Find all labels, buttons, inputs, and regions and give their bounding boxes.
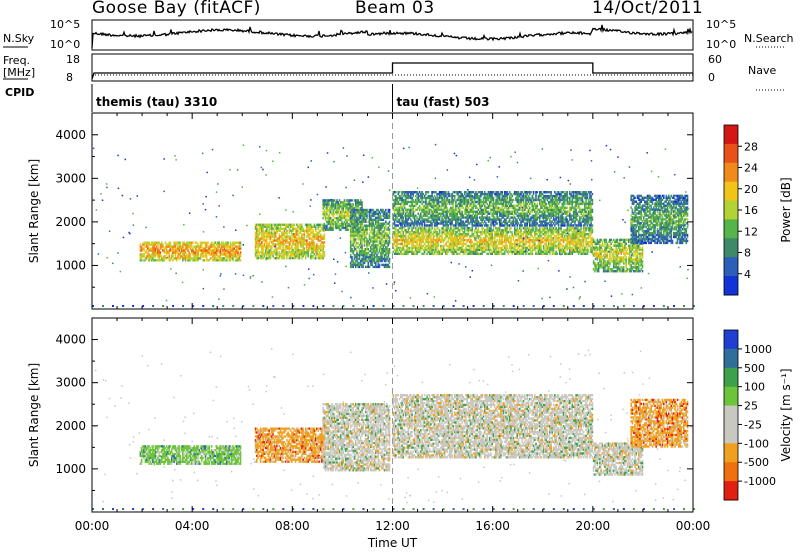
range-gate-cell [355, 213, 357, 215]
range-gate-cell [506, 245, 508, 247]
range-gate-cell [425, 227, 427, 229]
range-gate-cell [471, 227, 473, 229]
range-gate-cell [510, 227, 512, 229]
freq-trace [92, 63, 693, 79]
freq-tick-low: 8 [66, 71, 73, 84]
range-gate-cell [380, 215, 382, 217]
range-gate-cell [324, 233, 326, 235]
range-gate-cell [324, 251, 326, 253]
range-gate-cell [361, 201, 363, 203]
range-gate-cell [431, 227, 433, 229]
range-gate-cell [511, 231, 513, 233]
nave-tick-low: 0 [708, 71, 715, 84]
range-gate-cell [493, 227, 495, 229]
cpid-mode-1: tau (fast) 503 [397, 95, 490, 109]
noise-left-tick-high: 10^5 [50, 18, 80, 31]
range-gate-cell [324, 245, 326, 247]
range-gate-cell [588, 249, 590, 251]
range-gate-cell [355, 238, 357, 240]
range-gate-cell [557, 253, 559, 255]
range-gate-cell [170, 242, 172, 244]
range-gate-cell [389, 225, 391, 227]
range-gate-cell [533, 227, 535, 229]
range-gate-cell [162, 243, 164, 245]
range-gate-cell [240, 259, 242, 261]
range-gate-cell [464, 227, 466, 229]
range-gate-cell [520, 227, 522, 229]
range-gate-cell [592, 227, 594, 229]
range-gate-cell [409, 247, 411, 249]
noise-trace [92, 25, 692, 48]
noise-right-tick-low: 10^0 [706, 38, 736, 51]
range-gate-cell [560, 227, 562, 229]
range-gate-cell [192, 242, 194, 244]
range-gate-cell [304, 247, 306, 249]
range-gate-cell [539, 227, 541, 229]
range-gate-cell [428, 191, 430, 193]
range-gate-cell [312, 230, 314, 232]
range-gate-cell [207, 242, 209, 244]
range-gate-cell [395, 191, 397, 193]
noise-panel: 10^5 10^0 10^5 10^0 [3, 18, 786, 51]
cpid-mode-0: themis (tau) 3310 [96, 95, 217, 109]
range-gate-cell [271, 224, 273, 226]
range-gate-cell [320, 224, 322, 226]
range-gate-cell [389, 228, 391, 230]
range-gate-cell [461, 211, 463, 213]
range-gate-cell [351, 256, 353, 258]
range-gate-cell [203, 259, 205, 261]
range-gate-cell [352, 203, 354, 205]
range-gate-cell [294, 224, 296, 226]
range-gate-cell [227, 242, 229, 244]
range-gate-cell [180, 242, 182, 244]
range-gate-cell [324, 241, 326, 243]
noise-frame [92, 20, 693, 50]
nave-tick-high: 60 [708, 53, 722, 66]
range-gate-cell [385, 209, 387, 211]
range-gate-cell [399, 191, 401, 193]
range-gate-cell [409, 227, 411, 229]
range-gate-cell [240, 242, 242, 244]
cpid-panel: themis (tau) 3310 tau (fast) 503 [92, 84, 489, 112]
range-gate-cell [454, 195, 456, 197]
range-gate-cell [389, 248, 391, 250]
range-gate-cell [389, 266, 391, 268]
freq-panel: 18 8 60 0 [3, 53, 786, 90]
range-gate-cell [580, 227, 582, 229]
freq-tick-high: 18 [66, 53, 80, 66]
range-gate-cell [379, 264, 381, 266]
range-gate-cell [356, 250, 358, 252]
range-gate-cell [439, 229, 441, 231]
range-gate-cell [389, 258, 391, 260]
range-gate-cell [286, 230, 288, 232]
range-gate-cell [160, 251, 162, 253]
range-gate-cell [240, 251, 242, 253]
range-gate-cell [506, 227, 508, 229]
range-gate-cell [351, 199, 353, 201]
range-gate-cell [314, 241, 316, 243]
range-gate-cell [389, 209, 391, 211]
range-gate-cell [389, 221, 391, 223]
noise-left-tick-low: 10^0 [50, 38, 80, 51]
range-gate-cell [389, 236, 391, 238]
range-gate-cell [301, 224, 303, 226]
noise-right-tick-high: 10^5 [706, 18, 736, 31]
range-gate-cell [347, 229, 349, 231]
range-gate-cell [306, 239, 308, 241]
range-gate-cell [478, 227, 480, 229]
